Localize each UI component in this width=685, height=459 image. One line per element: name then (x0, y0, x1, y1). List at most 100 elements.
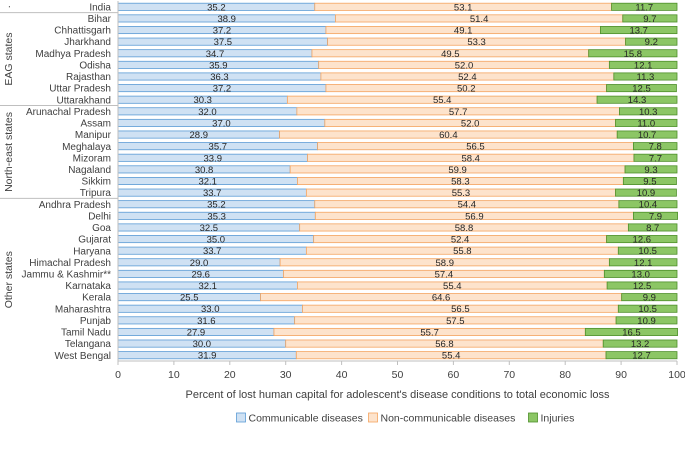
x-axis-title: Percent of lost human capital for adoles… (186, 389, 610, 401)
category-label: Meghalaya (62, 142, 111, 153)
data-label: 34.7 (206, 49, 225, 60)
category-label: Rajasthan (66, 72, 111, 83)
x-tick-label: 50 (392, 369, 404, 381)
group-label: EAG states (3, 33, 15, 86)
bar-segment-injuries (596, 95, 678, 104)
legend-item: Communicable diseases (236, 412, 363, 425)
data-label: 52.0 (455, 60, 474, 71)
data-label: 55.3 (452, 188, 471, 199)
bar-segment-injuries (606, 235, 678, 244)
category-label: Karnataka (65, 281, 111, 292)
bar-segment-injuries (616, 130, 678, 139)
bar-segment-injuries (632, 142, 678, 151)
data-label: 7.7 (649, 153, 662, 164)
legend-item: Non-communicable diseases (368, 412, 516, 425)
data-label: 16.5 (622, 327, 641, 338)
data-label: 58.4 (461, 153, 480, 164)
data-label: 35.0 (207, 235, 226, 246)
category-label: Maharashtra (55, 304, 112, 315)
data-label: 55.4 (443, 281, 462, 292)
data-label: 32.0 (198, 107, 217, 118)
data-label: 15.8 (624, 49, 643, 60)
legend-swatch (528, 412, 538, 423)
x-tick-label: 80 (559, 369, 571, 381)
bar-segment-injuries (625, 37, 678, 46)
data-label: 11.7 (635, 2, 653, 13)
bar-segment-injuries (622, 176, 677, 185)
x-tick-label: 0 (115, 369, 121, 381)
data-label: 38.9 (217, 14, 236, 25)
data-label: 56.9 (465, 211, 484, 222)
data-label: 33.7 (203, 246, 222, 257)
category-label: Telangana (65, 339, 112, 350)
bar-segment-injuries (627, 223, 678, 232)
bar-segment-injuries (624, 165, 678, 174)
data-label: 12.6 (633, 235, 652, 246)
data-label: 49.1 (454, 26, 473, 37)
data-label: 32.5 (200, 223, 219, 234)
data-label: 31.9 (198, 351, 217, 362)
legend-swatch (368, 412, 378, 423)
data-label: 49.5 (441, 49, 460, 60)
data-label: 7.9 (649, 211, 662, 222)
data-label: 37.2 (213, 84, 232, 95)
bar-segment-injuries (608, 60, 678, 69)
data-label: 10.9 (637, 316, 656, 327)
data-label: 9.9 (643, 293, 656, 304)
data-label: 55.4 (433, 95, 452, 106)
data-label: 35.2 (207, 2, 226, 13)
category-label: Kerala (82, 293, 111, 304)
data-label: 57.4 (435, 269, 454, 280)
data-label: 55.7 (420, 327, 439, 338)
category-label: Gujarat (78, 235, 111, 246)
group-label: · (3, 5, 15, 9)
bar-segment-injuries (621, 293, 678, 302)
category-label: Punjab (80, 316, 112, 327)
bar-segment-injuries (611, 2, 678, 11)
x-tick-label: 60 (448, 369, 460, 381)
legend-item: Injuries (528, 412, 574, 425)
data-label: 12.5 (633, 281, 652, 292)
category-label: Uttarakhand (57, 95, 111, 106)
data-label: 37.0 (212, 118, 231, 129)
legend-label: Non-communicable diseases (381, 413, 516, 425)
category-label: Nagaland (68, 165, 111, 176)
category-label: Himachal Pradesh (29, 258, 111, 269)
data-label: 13.7 (629, 26, 648, 37)
data-label: 29.0 (190, 258, 209, 269)
bar-segment-injuries (615, 188, 677, 197)
data-label: 10.7 (638, 130, 657, 141)
data-label: 55.8 (453, 246, 472, 257)
data-label: 53.1 (454, 2, 473, 13)
data-label: 33.7 (203, 188, 222, 199)
data-label: 9.7 (643, 14, 656, 25)
bar-segment-injuries (608, 258, 678, 267)
bar-segment-injuries (605, 351, 678, 360)
data-label: 52.4 (451, 235, 470, 246)
group-label: Other states (3, 251, 15, 308)
data-label: 33.9 (204, 153, 223, 164)
category-label: Arunachal Pradesh (26, 107, 111, 118)
data-label: 35.7 (209, 142, 228, 153)
data-label: 9.3 (644, 165, 657, 176)
data-label: 52.0 (461, 118, 480, 129)
category-label: Tripura (80, 188, 112, 199)
data-label: 57.5 (446, 316, 465, 327)
data-label: 13.2 (631, 339, 650, 350)
data-label: 33.0 (201, 304, 220, 315)
category-label: Madhya Pradesh (35, 49, 111, 60)
category-label: Chhattisgarh (54, 26, 111, 37)
bar-segment-injuries (619, 107, 678, 116)
bar-segment-injuries (633, 153, 678, 162)
category-label: Manipur (75, 130, 112, 141)
data-label: 12.1 (634, 258, 653, 269)
data-label: 27.9 (187, 327, 206, 338)
category-label: Sikkim (82, 177, 111, 188)
category-label: Odisha (79, 60, 111, 71)
bar-segment-injuries (606, 84, 677, 93)
category-label: Jharkhand (64, 37, 111, 48)
data-label: 57.7 (449, 107, 468, 118)
data-label: 30.3 (193, 95, 212, 106)
legend-swatch (236, 412, 246, 423)
bar-segment-injuries (602, 339, 678, 348)
